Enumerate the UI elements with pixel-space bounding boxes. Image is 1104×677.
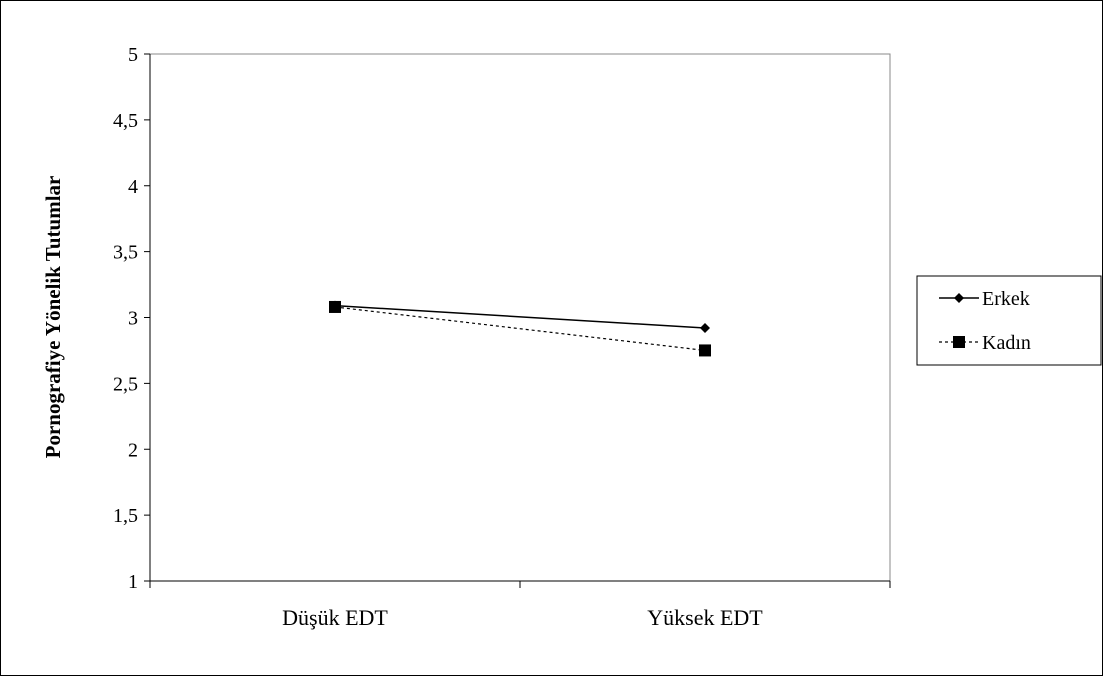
y-axis: 1 1,5 2 2,5 3 3,5 4 4,5 5 xyxy=(113,44,151,593)
y-tick-label: 5 xyxy=(128,44,138,66)
data-point-erkek xyxy=(700,323,710,334)
data-point-kad-n xyxy=(699,344,711,357)
legend-marker-kadin xyxy=(953,336,965,348)
x-category-label: Yüksek EDT xyxy=(647,605,763,630)
series-line-kad-n xyxy=(334,306,706,352)
legend-box xyxy=(916,275,1102,366)
y-tick-label: 4 xyxy=(128,176,138,198)
y-tick-label: 1,5 xyxy=(113,505,138,527)
y-tick-label: 2 xyxy=(128,439,138,461)
series-line-erkek xyxy=(334,304,706,329)
legend-label-kadin: Kadın xyxy=(982,332,1031,354)
legend-label-erkek: Erkek xyxy=(982,288,1030,310)
y-tick-label: 3 xyxy=(128,308,138,330)
legend: Erkek Kadın xyxy=(916,275,1102,366)
legend-marker-erkek xyxy=(954,293,964,303)
data-point-kad-n xyxy=(329,300,341,313)
x-axis: Düşük EDT Yüksek EDT xyxy=(149,580,891,630)
y-tick-label: 3,5 xyxy=(113,242,138,264)
y-tick-label: 1 xyxy=(128,571,138,593)
y-tick-label: 2,5 xyxy=(113,373,138,395)
x-category-label: Düşük EDT xyxy=(282,605,388,630)
y-tick-label: 4,5 xyxy=(113,110,138,132)
series-layer xyxy=(329,300,711,357)
y-axis-label: Pornografiye Yönelik Tutumlar xyxy=(41,176,65,459)
